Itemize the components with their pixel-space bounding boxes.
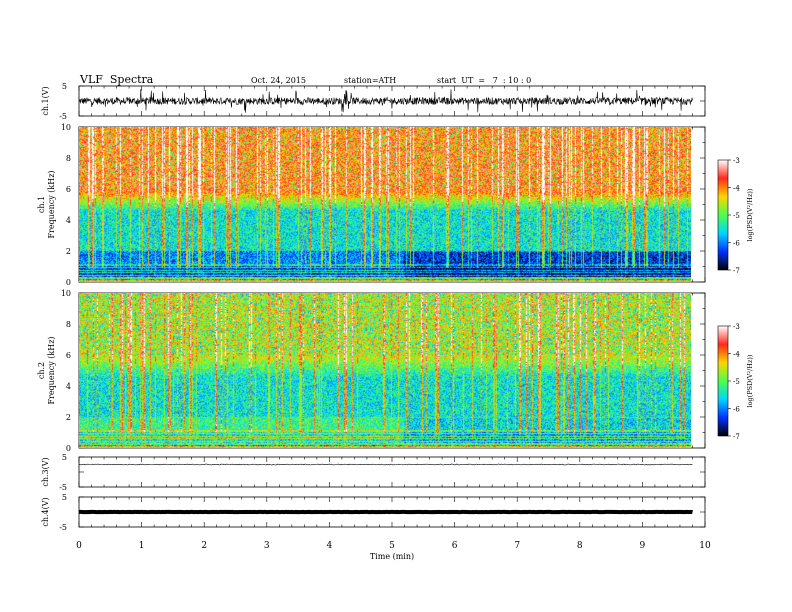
colorbar-tick-label: -7 xyxy=(733,267,740,275)
y-tick-label: 8 xyxy=(66,154,71,163)
y-tick-label: -5 xyxy=(59,112,67,121)
x-tick-label: 6 xyxy=(452,541,458,551)
x-tick-label: 5 xyxy=(389,541,395,551)
y-axis-label: ch.1 xyxy=(37,196,46,213)
y-tick-label: 6 xyxy=(66,351,71,360)
y-axis-label: Frequency (kHz) xyxy=(47,170,56,238)
y-tick-label: -5 xyxy=(59,483,67,492)
y-tick-label: 2 xyxy=(66,247,71,256)
ch3-timeseries-line xyxy=(78,463,693,466)
y-tick-label: 5 xyxy=(62,82,67,91)
y-axis-label: ch.2 xyxy=(37,362,46,379)
y-tick-label: 4 xyxy=(66,216,71,225)
y-tick-label: 2 xyxy=(66,413,71,422)
y-tick-label: 10 xyxy=(61,289,71,298)
colorbar-tick-label: -7 xyxy=(733,433,740,441)
y-tick-label: 6 xyxy=(66,185,71,194)
y-tick-label: 0 xyxy=(66,278,71,287)
ch1-timeseries-line xyxy=(78,89,693,113)
colorbar-1 xyxy=(717,159,729,271)
colorbar-tick-label: -6 xyxy=(733,406,740,414)
colorbar-2 xyxy=(717,325,729,437)
colorbar-tick-label: -3 xyxy=(733,157,740,165)
colorbar-label: log(PSD(V²/Hz)) xyxy=(746,354,754,407)
colorbar-tick-label: -4 xyxy=(733,185,740,193)
colorbar-tick-label: -3 xyxy=(733,323,740,331)
y-tick-label: 4 xyxy=(66,382,71,391)
y-tick-label: 5 xyxy=(62,493,67,502)
figure-date: Oct. 24, 2015 xyxy=(251,76,306,85)
x-tick-label: 1 xyxy=(139,541,145,551)
colorbar-tick-label: -5 xyxy=(733,212,740,220)
x-tick-label: 4 xyxy=(327,541,333,551)
x-tick-label: 2 xyxy=(201,541,207,551)
figure-station: station=ATH xyxy=(344,76,397,85)
ch1-spectrogram-heatmap xyxy=(79,127,691,282)
y-tick-label: 5 xyxy=(62,453,67,462)
x-tick-label: 10 xyxy=(699,541,711,551)
y-tick-label: 10 xyxy=(61,123,71,132)
figure-start-time: start UT = 7 : 10 : 0 xyxy=(437,76,532,85)
colorbar-tick-label: -5 xyxy=(733,378,740,386)
x-tick-label: 7 xyxy=(514,541,520,551)
y-axis-label: ch.3(V) xyxy=(41,457,50,486)
x-tick-label: 9 xyxy=(640,541,646,551)
y-tick-label: 0 xyxy=(66,444,71,453)
figure-title: VLF Spectra xyxy=(80,73,154,86)
colorbar-label: log(PSD(V²/Hz)) xyxy=(746,188,754,241)
y-tick-label: 8 xyxy=(66,320,71,329)
x-axis-label: Time (min) xyxy=(370,552,414,561)
x-tick-label: 8 xyxy=(577,541,583,551)
y-tick-label: -5 xyxy=(59,523,67,532)
y-axis-label: ch.1(V) xyxy=(41,86,50,115)
y-axis-label: Frequency (kHz) xyxy=(47,336,56,404)
x-tick-label: 0 xyxy=(76,541,82,551)
y-axis-label: ch.4(V) xyxy=(41,497,50,526)
colorbar-tick-label: -4 xyxy=(733,351,740,359)
ch2-spectrogram-heatmap xyxy=(79,293,691,448)
colorbar-tick-label: -6 xyxy=(733,240,740,248)
x-tick-label: 3 xyxy=(264,541,270,551)
